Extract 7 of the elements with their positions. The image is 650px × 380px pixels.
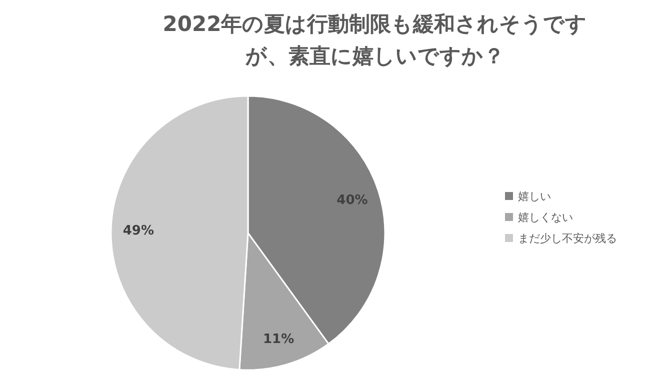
data-label: 40% — [336, 193, 368, 208]
legend-label: 嬉しくない — [518, 211, 573, 224]
data-label: 11% — [263, 332, 294, 348]
legend-label: 嬉しい — [518, 190, 551, 203]
data-label: 49% — [122, 224, 154, 239]
chart-title: 2022年の夏は行動制限も緩和されそうですが、素直に嬉しいですか？ — [162, 11, 588, 70]
legend-label: まだ少し不安が残る — [518, 232, 617, 245]
